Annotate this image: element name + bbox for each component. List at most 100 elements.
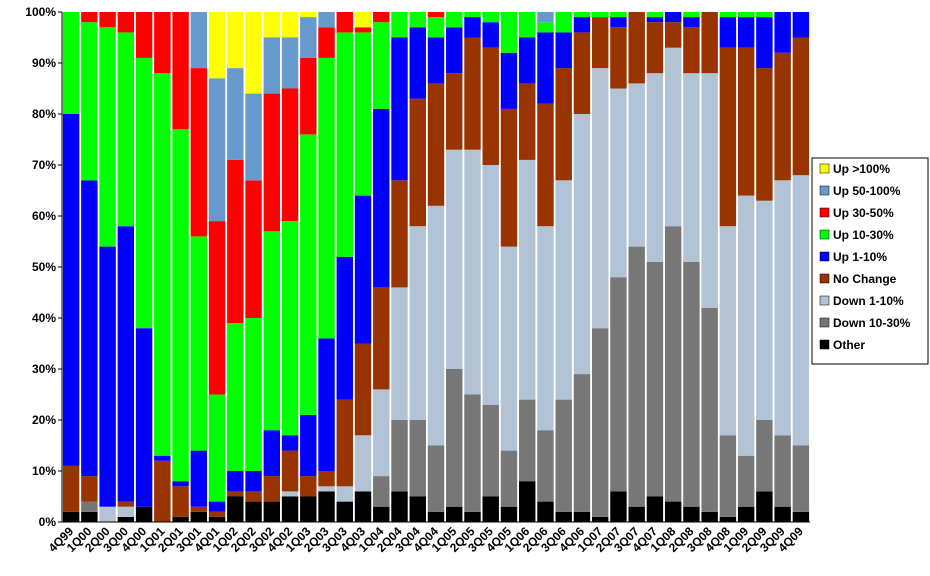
bar-segment — [537, 22, 554, 33]
legend-swatch — [819, 295, 830, 306]
bar-segment — [227, 496, 244, 522]
bar-segment — [519, 37, 536, 84]
bar-segment — [427, 205, 445, 446]
legend-swatch — [819, 207, 830, 218]
y-tick-label: 30% — [32, 362, 56, 376]
bar-segment — [245, 180, 262, 318]
bar-segment — [427, 37, 445, 84]
bar-segment — [482, 165, 499, 405]
bar-segment — [628, 83, 645, 247]
bar-segment — [336, 256, 353, 400]
bar-segment — [373, 476, 390, 507]
bar-segment — [373, 22, 390, 109]
bar-segment — [62, 12, 80, 114]
bar-segment — [135, 506, 153, 522]
bar-segment — [482, 22, 499, 48]
bar-segment — [281, 88, 299, 222]
bar-segment — [646, 22, 664, 74]
bar-segment — [318, 491, 335, 522]
bar-segment — [172, 481, 189, 487]
bar-segment — [646, 73, 664, 262]
bar-segment — [774, 52, 791, 181]
bar-segment — [391, 287, 408, 420]
bar-segment — [263, 430, 281, 477]
bar-segment — [117, 226, 135, 502]
bar-segment — [427, 511, 445, 522]
bar-segment — [464, 149, 481, 395]
bar-segment — [664, 226, 682, 502]
bar-segment — [500, 108, 518, 247]
bar-segment — [336, 486, 353, 502]
bar-segment — [646, 17, 664, 23]
y-tick-label: 50% — [32, 260, 56, 274]
bar-segment — [719, 226, 737, 436]
bar-segment — [190, 450, 208, 507]
bar-segment — [427, 12, 445, 18]
bar-segment — [227, 68, 244, 160]
bar-segment — [245, 471, 262, 492]
bar-segment — [300, 414, 317, 477]
legend-swatch — [819, 317, 830, 328]
bar-segment — [117, 516, 135, 522]
bar-segment — [391, 180, 408, 288]
bar-segment — [245, 491, 262, 502]
bar-segment — [154, 12, 171, 74]
bar-segment — [756, 420, 773, 492]
bar-segment — [737, 47, 755, 196]
bar-segment — [464, 394, 481, 512]
bar-segment — [446, 27, 463, 74]
bar-segment — [756, 491, 773, 522]
bar-segment — [354, 12, 372, 28]
bar-segment — [664, 22, 682, 48]
bar-segment — [373, 506, 390, 522]
legend-swatch — [819, 185, 830, 196]
bar-segment — [427, 445, 445, 512]
bar-segment — [683, 27, 700, 74]
bar-segment — [719, 12, 737, 18]
y-tick-label: 100% — [25, 5, 56, 19]
legend-swatch — [819, 163, 830, 174]
bar-segment — [537, 12, 554, 23]
bar-segment — [300, 57, 317, 135]
bar-segment — [610, 17, 627, 28]
bar-segment — [336, 12, 353, 33]
legend-label: Up 30-50% — [833, 206, 894, 220]
bar-segment — [245, 12, 262, 94]
bar-segment — [646, 261, 664, 497]
bar-segment — [756, 68, 773, 201]
bar-segment — [81, 12, 98, 23]
bar-segment — [263, 12, 281, 38]
bar-segment — [318, 471, 335, 487]
legend-box — [811, 157, 929, 365]
bar-segment — [391, 420, 408, 492]
bar-segment — [446, 73, 463, 150]
bar-segment — [610, 12, 627, 18]
legend-label: Other — [833, 338, 865, 352]
bar-segment — [354, 27, 372, 33]
bar-segment — [263, 231, 281, 431]
bar-segment — [208, 12, 226, 79]
bar-segment — [446, 149, 463, 369]
legend: Up >100% Up 50-100% Up 30-50% Up 10-30% Up 1… — [811, 157, 929, 365]
bar-segment — [555, 68, 572, 181]
bar-segment — [354, 32, 372, 196]
bar-segment — [664, 47, 682, 227]
bar-segment — [409, 226, 426, 420]
bar-segment — [464, 511, 481, 522]
bar-segment — [245, 501, 262, 522]
bar-segment — [427, 83, 445, 206]
legend-label: Up 10-30% — [833, 228, 894, 242]
bar-segment — [737, 12, 755, 18]
bar-segment — [737, 17, 755, 48]
bar-segment — [227, 491, 244, 497]
bar-segment — [81, 476, 98, 502]
y-tick-label: 60% — [32, 209, 56, 223]
bar-segment — [336, 399, 353, 487]
bar-segment — [281, 496, 299, 522]
bar-segment — [373, 108, 390, 288]
bar-segment — [318, 12, 335, 28]
bar-segment — [464, 12, 481, 18]
bar-segment — [172, 12, 189, 130]
bar-segment — [409, 27, 426, 99]
bar-segment — [464, 17, 481, 38]
